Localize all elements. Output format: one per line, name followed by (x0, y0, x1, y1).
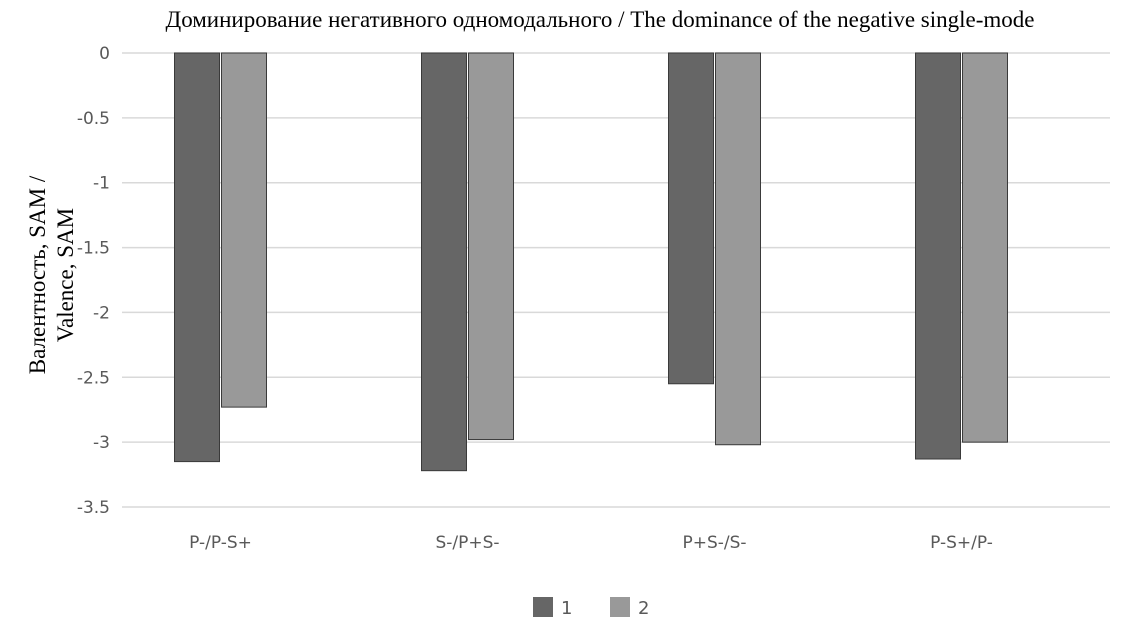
bar-2-2 (468, 52, 514, 441)
category-label: P-/P-S+ (189, 533, 252, 553)
y-axis-label-line-2: Valence, SAM (53, 208, 78, 342)
bar-1-3 (668, 52, 714, 385)
y-axis-label-line-1: Валентность, SAM / (25, 175, 50, 374)
legend-label-1: 1 (561, 598, 572, 619)
bar-2-1 (221, 52, 267, 408)
legend-swatch-1 (533, 597, 553, 617)
bar-1-1 (174, 52, 220, 463)
y-tick-label: -3.5 (77, 498, 110, 518)
bar-2-4 (962, 52, 1008, 443)
y-tick-label: -0.5 (77, 109, 110, 129)
y-tick-label: 0 (99, 44, 110, 64)
y-tick-label: -3 (93, 433, 110, 453)
y-axis-label: Валентность, SAM / Valence, SAM (25, 175, 78, 374)
chart-title: Доминирование негативного одномодального… (166, 7, 1035, 32)
category-labels: P-/P-S+ S-/P+S- P+S-/S- P-S+/P- (189, 533, 993, 553)
y-tick-label: -1.5 (77, 239, 110, 259)
y-tick-label: -1 (93, 174, 110, 194)
category-label: S-/P+S- (435, 533, 499, 553)
y-tick-label: -2 (93, 303, 110, 323)
legend-swatch-2 (610, 597, 630, 617)
legend-label-2: 2 (638, 598, 649, 619)
gridlines (122, 52, 1110, 508)
y-tick-label: -2.5 (77, 368, 110, 388)
category-label: P-S+/P- (930, 533, 993, 553)
category-label: P+S-/S- (682, 533, 746, 553)
bars (174, 52, 1008, 472)
bar-2-3 (715, 52, 761, 446)
y-tick-labels: 0 -0.5 -1 -1.5 -2 -2.5 -3 -3.5 (77, 44, 110, 518)
bar-1-2 (421, 52, 467, 472)
bar-1-4 (915, 52, 961, 460)
